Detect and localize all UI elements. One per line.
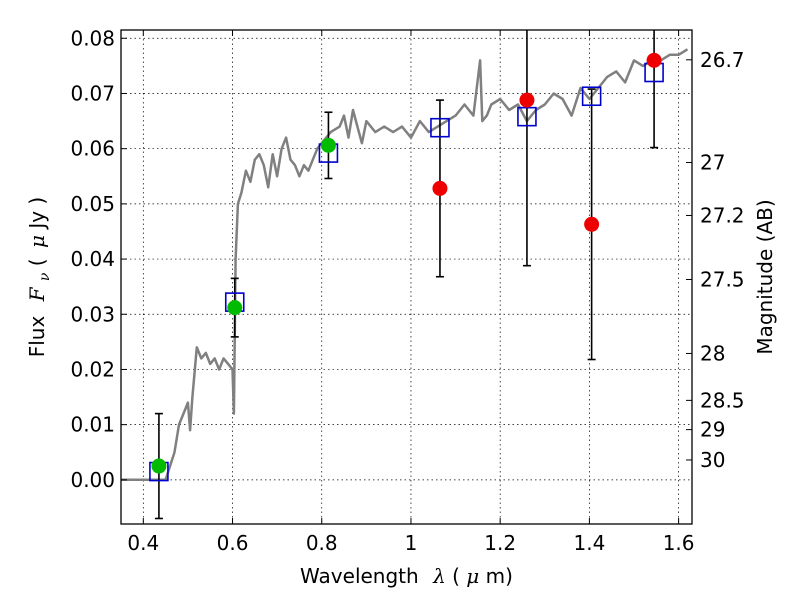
- plot-frame: [120, 29, 693, 525]
- model-flux-square: [517, 106, 537, 127]
- model-flux-square: [430, 117, 450, 138]
- model-spectrum-layer: [121, 48, 689, 482]
- nondetection-point: [519, 92, 535, 108]
- y-axis-label-subscript: ν: [37, 272, 53, 281]
- magnitude-tick-label: 27.2: [700, 203, 745, 227]
- x-tick-label: 0.8: [306, 531, 338, 555]
- y-tick-label: 0.01: [70, 413, 115, 437]
- y-tick-label: 0.07: [70, 81, 115, 105]
- y-axis-label-unit-close: Jy ): [25, 197, 49, 231]
- x-axis-label-symbol: λ: [432, 564, 446, 588]
- y-tick-label: 0.06: [70, 137, 115, 161]
- y-tick-label: 0.03: [70, 302, 115, 326]
- photometry-layer: [151, 52, 662, 474]
- detection-point: [227, 300, 243, 316]
- x-axis-label: Wavelength λ ( μ m): [300, 564, 513, 588]
- nondetection-point: [646, 52, 662, 68]
- x-tick-label: 0.6: [217, 531, 249, 555]
- y-axis-label: Flux F ν ( μ Jy ): [25, 197, 54, 358]
- y-axis-label-unit-math: μ: [25, 235, 49, 248]
- nondetection-point: [584, 216, 600, 232]
- detection-point: [320, 137, 336, 153]
- nondetection-point: [432, 180, 448, 196]
- x-axis-label-unit-math: μ: [466, 564, 479, 588]
- magnitude-axis-label: Magnitude (AB): [753, 199, 777, 354]
- y-tick-label: 0.08: [70, 26, 115, 50]
- y-tick-label: 0.00: [70, 468, 115, 492]
- y-axis-label-unit-open: (: [25, 258, 49, 266]
- x-tick-label: 1: [405, 531, 418, 555]
- magnitude-tick-label: 28: [700, 341, 725, 365]
- y-tick-label: 0.02: [70, 357, 115, 381]
- magnitude-tick-label: 28.5: [700, 388, 745, 412]
- x-tick-label: 0.4: [127, 531, 159, 555]
- y-tick-label: 0.04: [70, 247, 115, 271]
- y-axis-label-symbol: F: [25, 286, 49, 302]
- y-tick-label: 0.05: [70, 192, 115, 216]
- y-axis-label-text: Flux: [25, 316, 49, 358]
- grid: [121, 30, 692, 524]
- x-tick-label: 1.2: [484, 531, 516, 555]
- x-axis-label-text: Wavelength: [300, 564, 419, 588]
- axis-ticks: 0.4 0.6 0.8 1 1.2 1.4 1.6 0.00 0.01 0.02 0.03 0.04 0…: [70, 26, 744, 555]
- x-axis-label-unit-open: (: [452, 564, 460, 588]
- x-tick-label: 1.4: [573, 531, 605, 555]
- x-axis-label-unit-close: m): [486, 564, 513, 588]
- model-flux-square: [581, 86, 602, 107]
- magnitude-tick-label: 26.7: [700, 48, 745, 72]
- magnitude-tick-label: 30: [700, 448, 725, 472]
- magnitude-tick-label: 27: [700, 150, 725, 174]
- detection-point: [151, 458, 167, 474]
- magnitude-tick-label: 27.5: [700, 267, 745, 291]
- x-tick-label: 1.6: [663, 531, 695, 555]
- magnitude-tick-label: 29: [700, 418, 725, 442]
- model-spectrum-line: [121, 48, 689, 482]
